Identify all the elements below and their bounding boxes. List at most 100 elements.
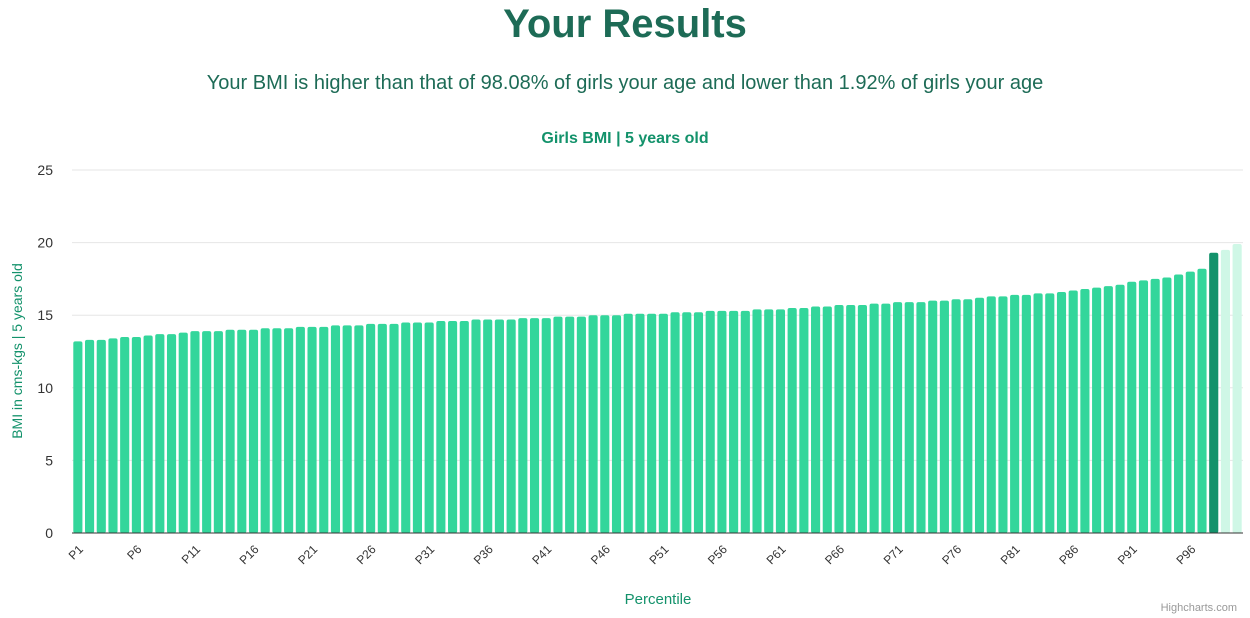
bar-P53[interactable] bbox=[682, 312, 692, 533]
bar-P43[interactable] bbox=[565, 316, 575, 533]
bar-P65[interactable] bbox=[822, 306, 832, 533]
bar-P97[interactable] bbox=[1197, 268, 1207, 533]
bar-P57[interactable] bbox=[729, 310, 739, 533]
bar-P63[interactable] bbox=[799, 307, 809, 533]
bar-P77[interactable] bbox=[963, 299, 973, 533]
bar-P69[interactable] bbox=[869, 303, 879, 533]
bar-P17[interactable] bbox=[260, 328, 270, 533]
bar-P54[interactable] bbox=[693, 312, 704, 533]
bar-P94[interactable] bbox=[1162, 277, 1172, 533]
bar-P72[interactable] bbox=[904, 302, 914, 533]
bar-P35[interactable] bbox=[471, 319, 481, 533]
bar-P67[interactable] bbox=[846, 305, 856, 533]
bar-P55[interactable] bbox=[705, 310, 715, 533]
bar-P60[interactable] bbox=[764, 309, 774, 533]
bar-P64[interactable] bbox=[811, 306, 821, 533]
bar-P98[interactable] bbox=[1209, 252, 1219, 533]
bar-P2[interactable] bbox=[85, 339, 95, 533]
bar-P80[interactable] bbox=[998, 296, 1008, 533]
bar-P22[interactable] bbox=[319, 326, 329, 533]
bar-P9[interactable] bbox=[166, 334, 177, 533]
bar-P39[interactable] bbox=[518, 318, 528, 533]
bar-P5[interactable] bbox=[120, 336, 130, 533]
bar-P42[interactable] bbox=[553, 316, 563, 533]
bar-P37[interactable] bbox=[494, 319, 504, 533]
bar-P91[interactable] bbox=[1127, 281, 1137, 533]
bar-P56[interactable] bbox=[717, 310, 727, 533]
bar-P1[interactable] bbox=[73, 341, 83, 533]
bar-P7[interactable] bbox=[143, 335, 153, 533]
bar-P20[interactable] bbox=[295, 326, 305, 533]
bar-P99[interactable] bbox=[1220, 249, 1230, 534]
bar-P76[interactable] bbox=[951, 299, 961, 533]
bar-P34[interactable] bbox=[459, 321, 469, 533]
bar-P85[interactable] bbox=[1056, 291, 1067, 533]
bar-P14[interactable] bbox=[225, 329, 235, 533]
bar-P58[interactable] bbox=[740, 310, 750, 533]
bar-P19[interactable] bbox=[284, 328, 294, 533]
bar-P10[interactable] bbox=[178, 332, 188, 533]
bar-P100[interactable] bbox=[1232, 244, 1242, 534]
bar-P70[interactable] bbox=[881, 303, 891, 533]
bar-P89[interactable] bbox=[1103, 286, 1113, 533]
bar-P13[interactable] bbox=[213, 331, 223, 533]
bar-P28[interactable] bbox=[389, 323, 399, 533]
bar-P95[interactable] bbox=[1174, 274, 1184, 533]
bar-P68[interactable] bbox=[857, 305, 867, 533]
bar-P33[interactable] bbox=[448, 321, 458, 533]
bar-P26[interactable] bbox=[366, 323, 376, 533]
bar-P93[interactable] bbox=[1150, 278, 1160, 533]
bar-P25[interactable] bbox=[354, 325, 364, 533]
bar-P32[interactable] bbox=[436, 321, 446, 533]
bar-P36[interactable] bbox=[483, 319, 493, 533]
bar-P4[interactable] bbox=[108, 338, 118, 533]
bar-P11[interactable] bbox=[190, 331, 200, 533]
bar-P86[interactable] bbox=[1068, 290, 1078, 533]
bar-P49[interactable] bbox=[635, 313, 645, 533]
bar-P47[interactable] bbox=[611, 315, 622, 533]
bar-P73[interactable] bbox=[916, 302, 926, 533]
bar-P88[interactable] bbox=[1092, 287, 1102, 533]
bar-P41[interactable] bbox=[541, 318, 551, 533]
bar-P51[interactable] bbox=[658, 313, 668, 533]
bar-P61[interactable] bbox=[775, 309, 786, 533]
bar-P79[interactable] bbox=[986, 296, 996, 533]
bar-P12[interactable] bbox=[202, 331, 212, 533]
bar-P18[interactable] bbox=[272, 328, 282, 533]
bar-P48[interactable] bbox=[623, 313, 633, 533]
bar-P81[interactable] bbox=[1010, 294, 1020, 533]
bar-P27[interactable] bbox=[377, 323, 387, 533]
bar-P6[interactable] bbox=[131, 336, 141, 533]
bar-P75[interactable] bbox=[939, 300, 949, 533]
bar-P29[interactable] bbox=[401, 322, 411, 533]
bar-P30[interactable] bbox=[412, 322, 423, 533]
bar-P23[interactable] bbox=[330, 325, 341, 533]
bar-P38[interactable] bbox=[506, 319, 516, 533]
bar-P92[interactable] bbox=[1138, 280, 1149, 533]
bar-P40[interactable] bbox=[529, 318, 540, 533]
bar-P84[interactable] bbox=[1045, 293, 1055, 533]
bar-P90[interactable] bbox=[1115, 284, 1125, 533]
bar-P50[interactable] bbox=[647, 313, 657, 533]
bar-P31[interactable] bbox=[424, 322, 434, 533]
bar-P52[interactable] bbox=[670, 312, 680, 533]
bar-P45[interactable] bbox=[588, 315, 598, 533]
bar-P74[interactable] bbox=[928, 300, 938, 533]
bar-P46[interactable] bbox=[600, 315, 610, 533]
bar-P44[interactable] bbox=[576, 316, 586, 533]
bar-P66[interactable] bbox=[834, 305, 844, 533]
bar-P24[interactable] bbox=[342, 325, 352, 533]
bar-P71[interactable] bbox=[892, 302, 903, 533]
bar-P78[interactable] bbox=[974, 297, 985, 533]
bar-P59[interactable] bbox=[752, 309, 762, 533]
bar-P82[interactable] bbox=[1021, 294, 1031, 533]
bar-P83[interactable] bbox=[1033, 293, 1043, 533]
bar-P87[interactable] bbox=[1080, 289, 1090, 533]
highcharts-credit[interactable]: Highcharts.com bbox=[1161, 602, 1237, 614]
bar-P15[interactable] bbox=[237, 329, 247, 533]
bar-P62[interactable] bbox=[787, 307, 797, 533]
bar-P16[interactable] bbox=[248, 329, 259, 533]
bar-P21[interactable] bbox=[307, 326, 317, 533]
bar-P3[interactable] bbox=[96, 339, 106, 533]
bar-P8[interactable] bbox=[155, 334, 165, 533]
